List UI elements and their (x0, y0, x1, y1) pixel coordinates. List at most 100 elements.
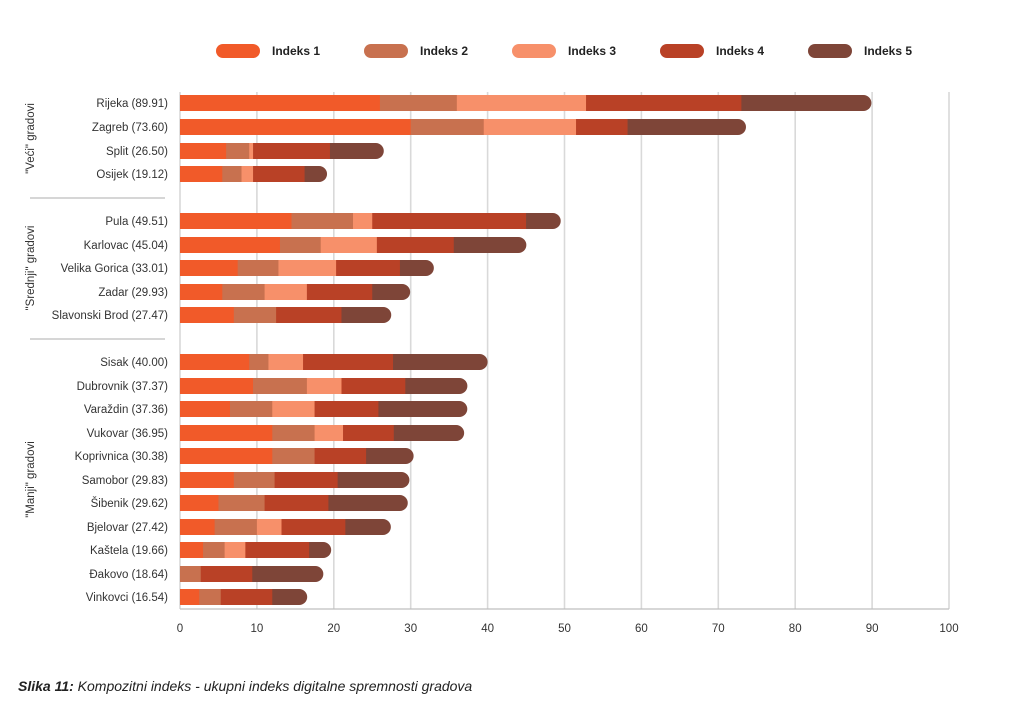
bar-segment-indeks-3 (272, 401, 315, 417)
legend-swatch (216, 44, 260, 58)
bars (180, 95, 872, 605)
legend-label: Indeks 1 (272, 44, 320, 58)
bar-segment-indeks-5 (405, 378, 468, 394)
bar-row (180, 307, 392, 323)
bar-row (180, 472, 410, 488)
bar-row (180, 95, 872, 111)
bar-segment-indeks-2 (222, 284, 265, 300)
bar-segment-indeks-2 (218, 495, 265, 511)
category-label: Slavonski Brod (27.47) (52, 310, 169, 322)
bar-segment-indeks-5 (453, 237, 527, 253)
bar-row (180, 213, 561, 229)
category-label: Koprivnica (30.38) (75, 451, 168, 463)
bar-segment-indeks-4 (274, 472, 339, 488)
x-tick-label: 30 (404, 623, 417, 635)
bar-segment-indeks-3 (483, 119, 577, 135)
bar-segment-indeks-5 (345, 519, 391, 535)
bar-row (180, 284, 411, 300)
legend-label: Indeks 3 (568, 44, 616, 58)
bar-segment-indeks-5 (304, 166, 328, 182)
category-label: Zadar (29.93) (98, 287, 168, 299)
bar-segment-indeks-5 (328, 495, 408, 511)
category-label: Đakovo (18.64) (89, 569, 168, 581)
bar-segment-indeks-4 (376, 237, 455, 253)
bar-row (180, 566, 324, 582)
bar-segment-indeks-5 (393, 425, 465, 441)
bar-segment-indeks-4 (341, 378, 406, 394)
bar-row (180, 354, 488, 370)
bar-segment-indeks-3 (241, 166, 254, 182)
bar-segment-indeks-2 (229, 401, 273, 417)
bar-row (180, 119, 746, 135)
bar-segment-indeks-1 (180, 260, 239, 276)
category-label: Split (26.50) (106, 146, 168, 158)
bar-segment-indeks-1 (180, 95, 381, 111)
bar-segment-indeks-3 (224, 542, 246, 558)
category-label: Rijeka (89.91) (96, 98, 168, 110)
x-tick-label: 100 (939, 623, 958, 635)
x-tick-label: 70 (712, 623, 725, 635)
bar-segment-indeks-1 (180, 143, 227, 159)
bar-row (180, 589, 308, 605)
bar-segment-indeks-3 (256, 519, 282, 535)
bar-segment-indeks-1 (180, 425, 273, 441)
bar-segment-indeks-1 (180, 542, 204, 558)
group-labels: "Veći" gradovi "Srednji" gradovi "Manji" g… (25, 103, 165, 518)
bar-segment-indeks-4 (306, 284, 373, 300)
bar-segment-indeks-4 (245, 542, 310, 558)
bar-segment-indeks-5 (341, 307, 392, 323)
legend: Indeks 1 Indeks 2 Indeks 3 Indeks 4 Indeks 5 (216, 44, 912, 58)
group-label: "Manji" gradovi (25, 441, 37, 518)
group-label: "Veći" gradovi (25, 103, 37, 174)
bar-segment-indeks-5 (252, 566, 324, 582)
legend-swatch (660, 44, 704, 58)
bar-segment-indeks-2 (272, 448, 315, 464)
legend-swatch (364, 44, 408, 58)
bar-row (180, 425, 465, 441)
bar-segment-indeks-1 (180, 589, 200, 605)
bar-segment-indeks-5 (741, 95, 872, 111)
bar-segment-indeks-2 (249, 354, 269, 370)
bar-segment-indeks-1 (180, 213, 292, 229)
category-label: Osijek (19.12) (96, 169, 168, 181)
bar-segment-indeks-5 (329, 143, 384, 159)
composite-index-chart: Indeks 1 Indeks 2 Indeks 3 Indeks 4 Indeks 5… (25, 44, 959, 635)
x-tick-label: 50 (558, 623, 571, 635)
bar-row (180, 237, 527, 253)
category-label: Zagreb (73.60) (92, 122, 168, 134)
bar-segment-indeks-3 (278, 260, 337, 276)
category-label: Vinkovci (16.54) (86, 592, 168, 604)
bar-segment-indeks-1 (180, 284, 223, 300)
bar-row (180, 448, 414, 464)
legend-swatch (808, 44, 852, 58)
x-tick-label: 40 (481, 623, 494, 635)
category-label: Dubrovnik (37.37) (77, 381, 169, 393)
bar-segment-indeks-2 (253, 378, 308, 394)
bar-segment-indeks-4 (276, 307, 342, 323)
bar-segment-indeks-1 (180, 401, 231, 417)
bar-row (180, 495, 408, 511)
caption-label: Slika 11: (18, 678, 74, 694)
bar-segment-indeks-3 (456, 95, 587, 111)
bar-segment-indeks-5 (526, 213, 561, 229)
bar-segment-indeks-4 (253, 166, 305, 182)
bar-segment-indeks-4 (281, 519, 346, 535)
bar-segment-indeks-4 (264, 495, 329, 511)
bar-segment-indeks-2 (214, 519, 258, 535)
caption-text: Kompozitni indeks - ukupni indeks digita… (73, 678, 473, 694)
x-tick-label: 90 (866, 623, 879, 635)
category-label: Varaždin (37.36) (84, 404, 168, 416)
bar-segment-indeks-5 (378, 401, 468, 417)
legend-label: Indeks 2 (420, 44, 468, 58)
bar-row (180, 401, 468, 417)
bar-segment-indeks-4 (336, 260, 401, 276)
bar-segment-indeks-2 (180, 566, 202, 582)
bar-segment-indeks-5 (309, 542, 332, 558)
bar-segment-indeks-4 (586, 95, 742, 111)
bar-segment-indeks-2 (233, 307, 277, 323)
bar-segment-indeks-4 (372, 213, 527, 229)
bar-segment-indeks-1 (180, 448, 273, 464)
x-axis: 0 10 20 30 40 50 60 70 80 90 100 (177, 608, 959, 635)
bar-segment-indeks-4 (314, 401, 379, 417)
bar-segment-indeks-4 (253, 143, 331, 159)
